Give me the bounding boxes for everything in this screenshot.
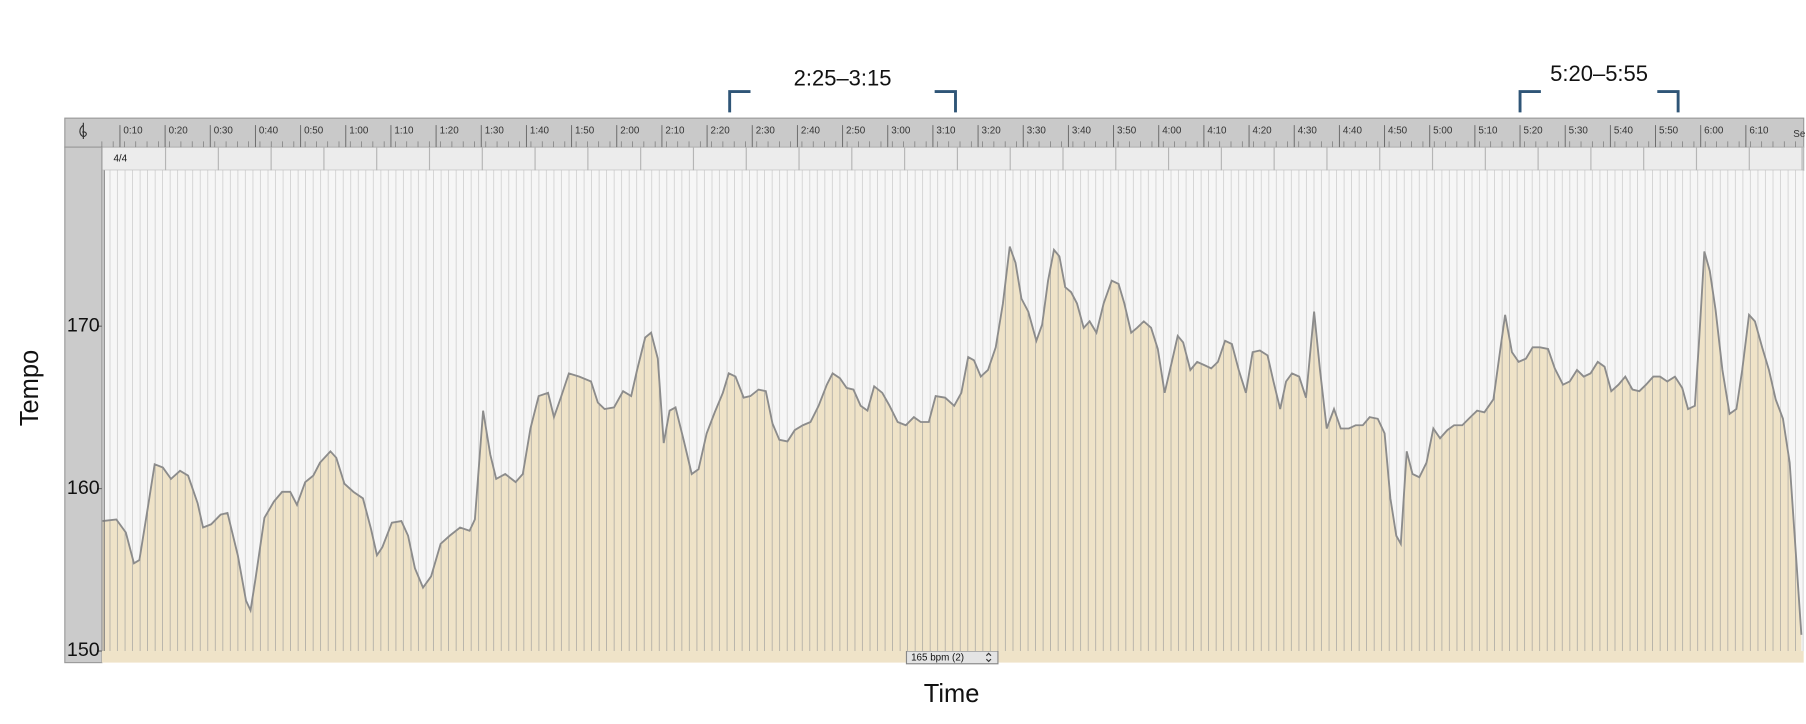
x-tick-label: 3:00 (891, 125, 911, 136)
x-tick-label: 0:20 (169, 125, 189, 136)
clef-icon[interactable] (79, 122, 87, 140)
x-tick-label: 5:40 (1614, 125, 1634, 136)
y-tick-label: 160 (67, 477, 100, 499)
x-tick-label: 1:40 (530, 125, 550, 136)
x-tick-label: 4:30 (1298, 125, 1318, 136)
x-tick-label: 4:20 (1253, 125, 1273, 136)
x-tick-label: 1:50 (575, 125, 595, 136)
tempo-line (102, 246, 1803, 635)
x-tick-label: 1:10 (394, 125, 414, 136)
x-tick-label: 2:40 (801, 125, 821, 136)
x-tick-label: 5:20 (1524, 125, 1544, 136)
ruler (64, 117, 1805, 148)
x-tick-label: 2:10 (665, 125, 685, 136)
x-tick-label: 1:30 (485, 125, 505, 136)
time-signature: 4/4 (113, 153, 127, 164)
annotation-label: 5:20–5:55 (1550, 61, 1648, 86)
x-tick-label: 6:10 (1749, 125, 1769, 136)
x-tick-label: 3:50 (1117, 125, 1137, 136)
x-tick-label: 2:50 (846, 125, 866, 136)
y-tick-label: 150 (67, 639, 100, 661)
x-tick-label: 5:00 (1433, 125, 1453, 136)
x-tick-label: 0:10 (123, 125, 143, 136)
x-tick-label: 1:20 (440, 125, 460, 136)
x-tick-label: 3:30 (1027, 125, 1047, 136)
ruler-label: Se (1793, 129, 1806, 140)
x-tick-label: 0:30 (214, 125, 234, 136)
x-axis-label: Time (924, 680, 980, 708)
tempo-field-text: 165 bpm (2) (911, 653, 964, 664)
x-tick-label: 0:50 (304, 125, 324, 136)
x-tick-label: 6:00 (1704, 125, 1724, 136)
x-tick-label: 3:10 (936, 125, 956, 136)
annotation-label: 2:25–3:15 (794, 66, 892, 91)
x-tick-label: 4:40 (1343, 125, 1363, 136)
y-axis-label: Tempo (16, 350, 44, 426)
x-tick-label: 4:10 (1207, 125, 1227, 136)
x-tick-label: 2:20 (711, 125, 731, 136)
x-tick-label: 1:00 (349, 125, 369, 136)
x-tick-label: 2:30 (756, 125, 776, 136)
x-tick-label: 5:30 (1569, 125, 1589, 136)
bracket (728, 90, 957, 113)
tempo-beats (102, 246, 1802, 652)
x-tick-label: 4:00 (1162, 125, 1182, 136)
x-tick-label: 2:00 (620, 125, 640, 136)
x-tick-label: 0:40 (259, 125, 279, 136)
x-tick-label: 5:50 (1659, 125, 1679, 136)
bracket (1518, 90, 1680, 113)
stepper-icon (985, 652, 992, 663)
x-tick-label: 4:50 (1388, 125, 1408, 136)
left-column (64, 146, 103, 664)
x-tick-label: 3:20 (982, 125, 1002, 136)
x-tick-label: 5:10 (1478, 125, 1498, 136)
y-tick-label: 170 (67, 314, 100, 336)
signature-row (101, 146, 1805, 171)
x-tick-label: 3:40 (1072, 125, 1092, 136)
